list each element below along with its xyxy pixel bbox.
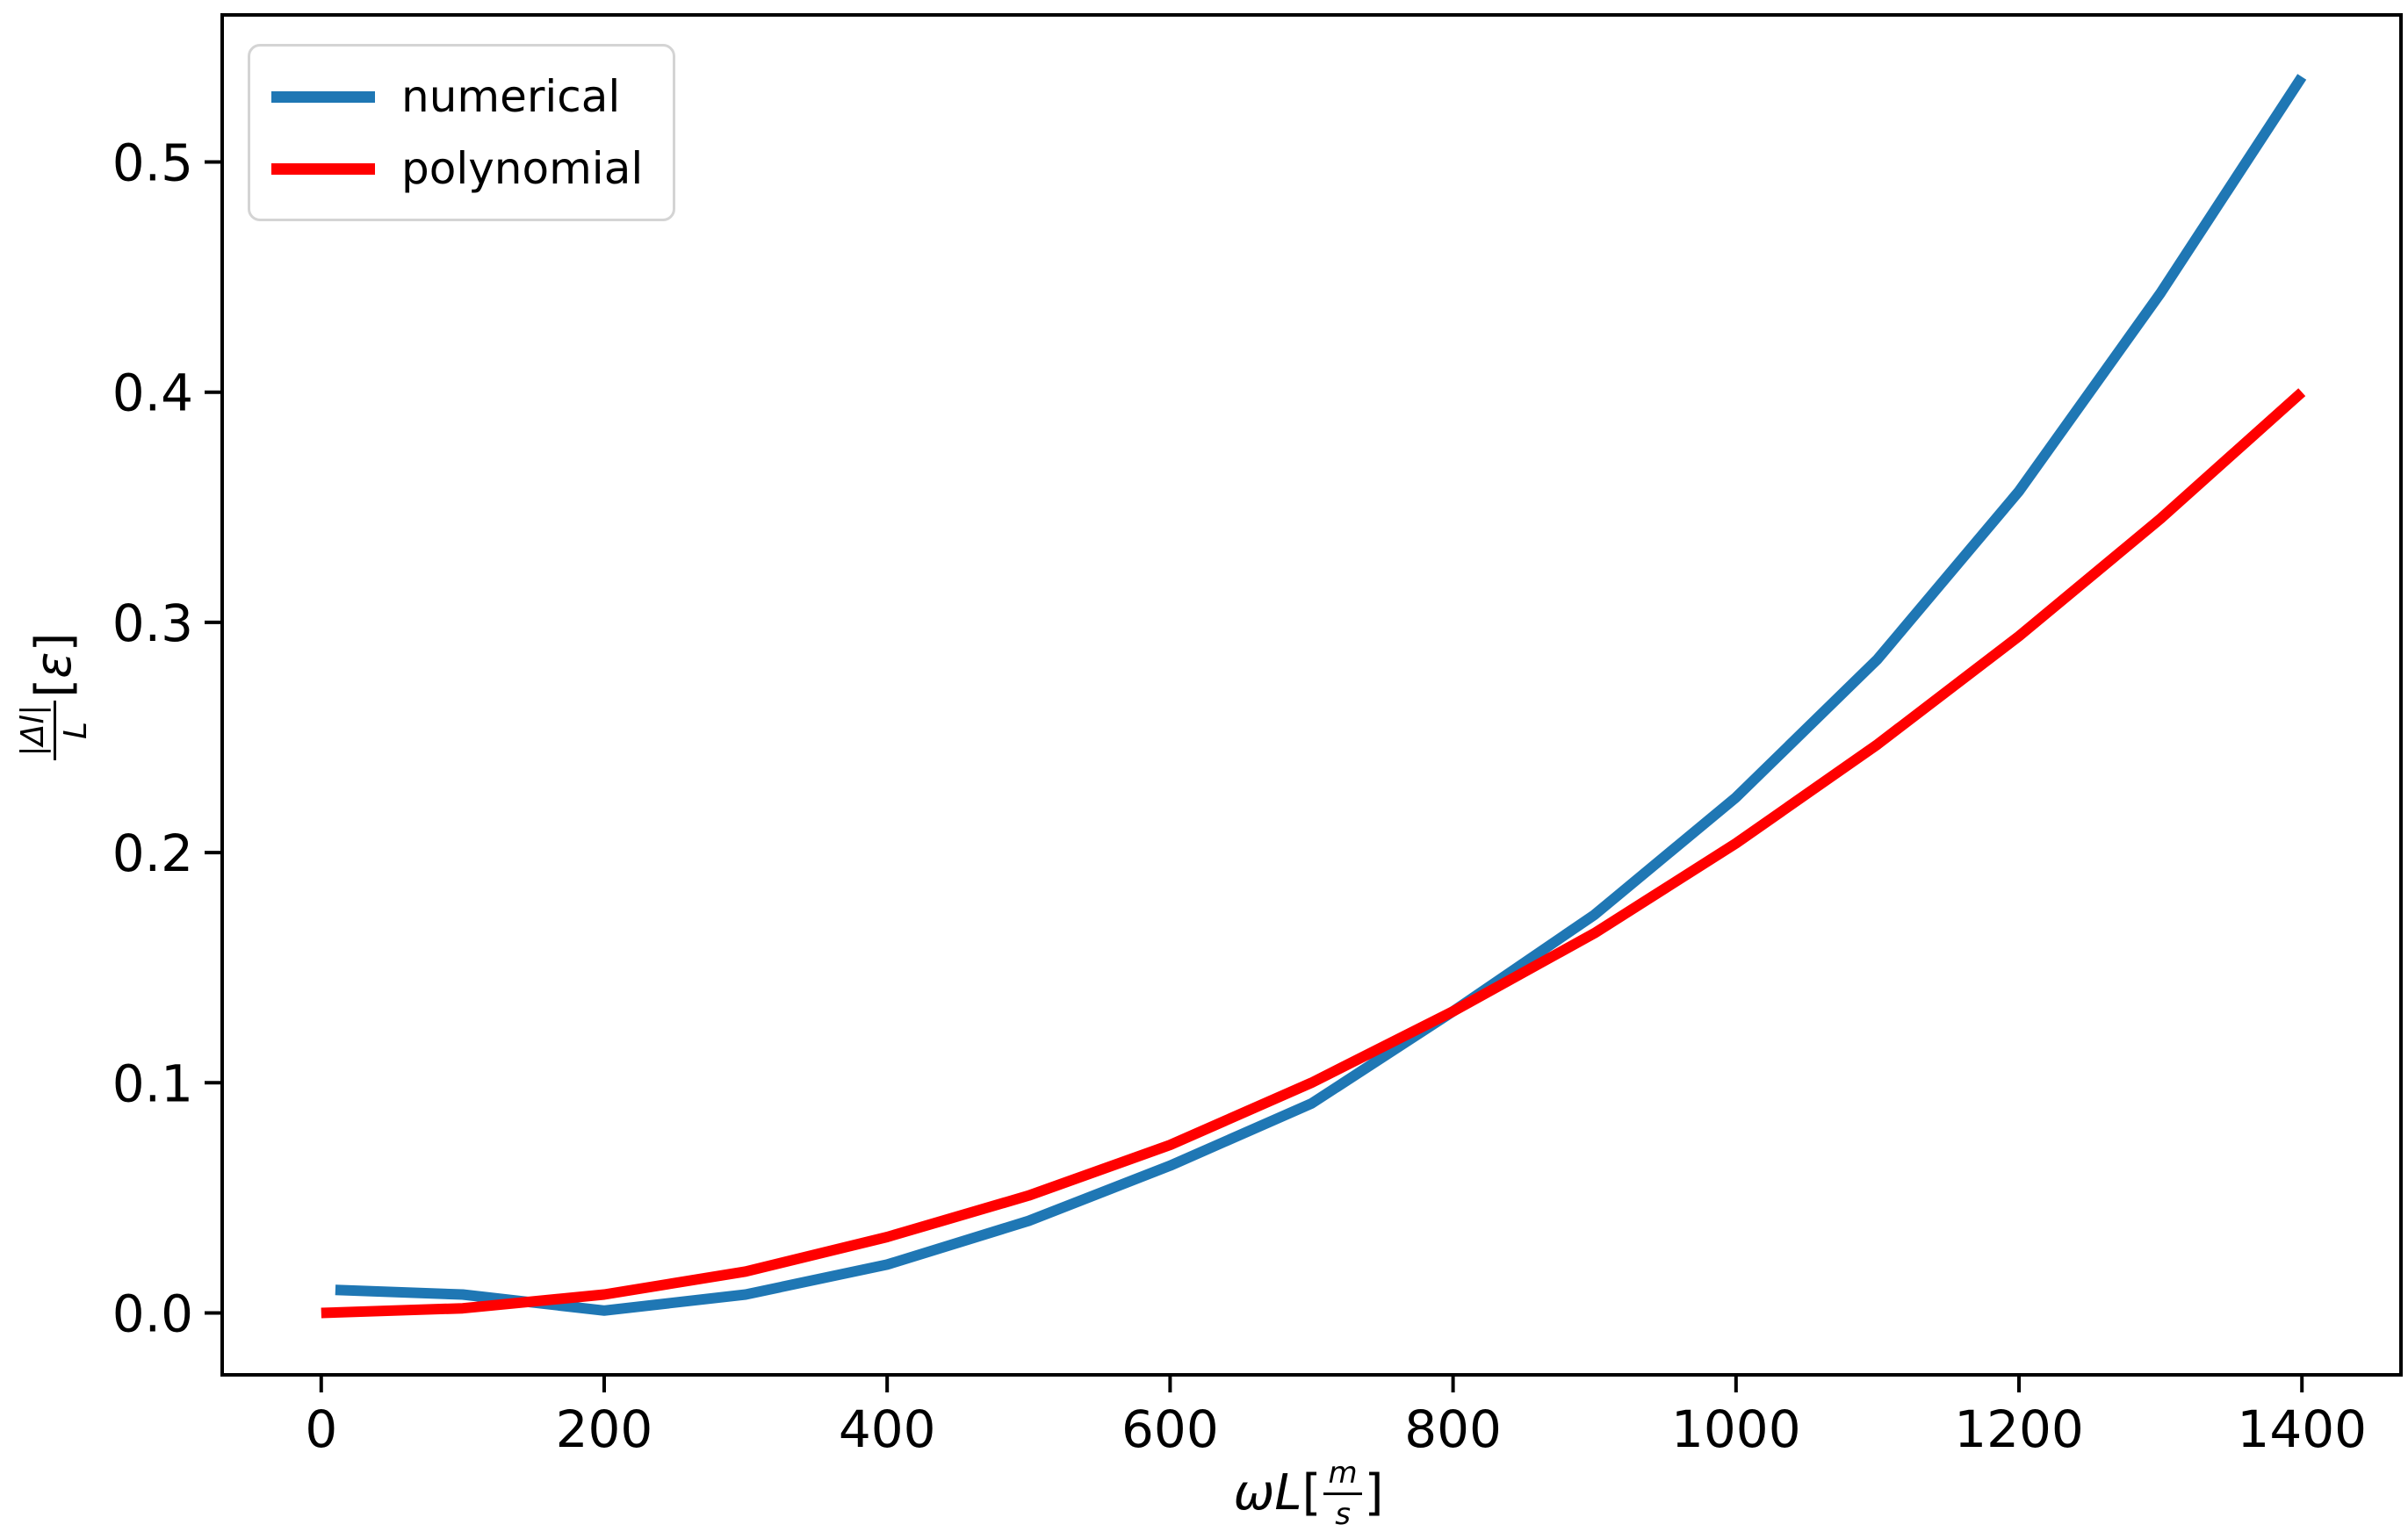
series-line-polynomial	[321, 388, 2306, 1319]
legend-line-swatch-polynomial	[271, 162, 375, 175]
axes-spines	[220, 13, 2403, 1377]
x-tick-label: 600	[1121, 1399, 1219, 1459]
y-tick-label: 0.4	[112, 363, 193, 423]
y-axis-label: |Δl| L[ε]	[2, 601, 107, 795]
legend-item-numerical: numerical	[271, 61, 643, 133]
x-tick-label: 400	[839, 1399, 936, 1459]
x-axis-label-symbols: ωL	[1233, 1464, 1302, 1521]
x-tick-label: 800	[1404, 1399, 1502, 1459]
legend: numerical polynomial	[248, 44, 676, 221]
legend-label-numerical: numerical	[401, 71, 621, 122]
y-tick-label: 0.0	[112, 1284, 193, 1343]
legend-line-swatch-numerical	[271, 90, 375, 103]
y-tick-label: 0.5	[112, 133, 193, 193]
x-tick-label: 1400	[2237, 1399, 2367, 1459]
x-tick-label: 1000	[1671, 1399, 1801, 1459]
x-axis-label: ωL[m s]	[1233, 1455, 1384, 1532]
legend-label-polynomial: polynomial	[401, 143, 644, 194]
x-tick-label: 0	[305, 1399, 337, 1459]
legend-item-polynomial: polynomial	[271, 133, 643, 205]
y-axis-label-fraction: |Δl| L	[15, 700, 94, 761]
x-tick-label: 200	[556, 1399, 653, 1459]
y-tick-label: 0.1	[112, 1054, 193, 1113]
x-tick-label: 1200	[1954, 1399, 2084, 1459]
y-tick-label: 0.2	[112, 824, 193, 883]
y-tick-label: 0.3	[112, 593, 193, 653]
series-line-numerical	[335, 74, 2307, 1316]
